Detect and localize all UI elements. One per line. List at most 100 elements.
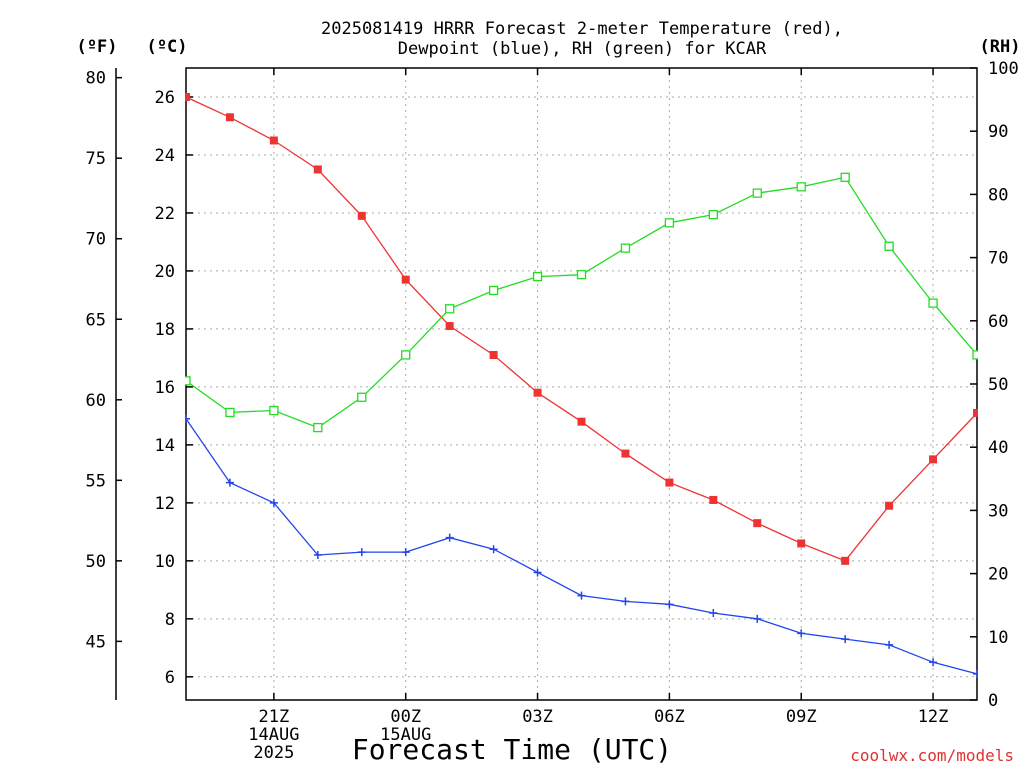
dewpoint-point	[621, 597, 630, 606]
grid-layer	[186, 68, 977, 700]
dewpoint-line	[185, 418, 978, 675]
fahrenheit-tick-label: 70	[86, 230, 106, 250]
dewpoint-point	[185, 414, 190, 423]
rh-point	[313, 422, 323, 433]
celsius-tick-label: 6	[165, 668, 175, 688]
rh-point	[401, 350, 411, 360]
rh-tick-label: 50	[988, 375, 1008, 395]
celsius-tick-label: 12	[155, 494, 175, 514]
x-tick-label: 2025	[253, 743, 294, 763]
x-tick-label: 15AUG	[380, 725, 431, 745]
series-layer	[185, 92, 978, 678]
fahrenheit-tick-label: 50	[86, 552, 106, 572]
rh-point	[185, 376, 191, 386]
fahrenheit-tick-label: 65	[86, 310, 106, 330]
rh-point	[884, 241, 894, 251]
rh-tick-label: 70	[988, 249, 1008, 269]
dewpoint-point	[577, 591, 586, 600]
rh-point	[796, 182, 806, 192]
rh-point	[357, 392, 367, 402]
celsius-unit-label: (ºC)	[147, 37, 188, 57]
rh-line	[185, 176, 978, 429]
dewpoint-point	[489, 545, 498, 554]
celsius-tick-label: 24	[155, 146, 175, 166]
chart-subtitle: Dewpoint (blue), RH (green) for KCAR	[398, 39, 767, 59]
fahrenheit-unit-label: (ºF)	[77, 37, 118, 57]
dewpoint-point	[313, 551, 322, 560]
celsius-tick-label: 22	[155, 204, 175, 224]
temperature-point	[269, 136, 278, 145]
rh-point	[576, 270, 587, 280]
dewpoint-point	[753, 614, 762, 623]
temperature-point	[797, 539, 806, 548]
x-tick-label: 09Z	[786, 707, 817, 727]
dewpoint-point	[533, 568, 542, 577]
celsius-tick-label: 18	[155, 320, 175, 340]
temperature-point	[929, 455, 938, 464]
rh-point	[664, 218, 675, 228]
rh-point	[708, 209, 718, 220]
temperature-point	[709, 495, 718, 504]
temperature-point	[225, 113, 234, 122]
dewpoint-point	[973, 669, 978, 678]
credit-label: coolwx.com/models	[850, 746, 1014, 765]
fahrenheit-tick-label: 45	[86, 632, 106, 652]
dewpoint-point	[401, 548, 410, 557]
rh-tick-label: 100	[988, 59, 1019, 79]
temperature-point	[313, 165, 322, 174]
rh-tick-label: 30	[988, 501, 1008, 521]
dewpoint-point	[709, 609, 718, 618]
temperature-point	[885, 501, 894, 510]
dewpoint-point	[841, 635, 850, 644]
chart-title: 2025081419 HRRR Forecast 2-meter Tempera…	[321, 19, 843, 39]
fahrenheit-tick-label: 60	[86, 391, 106, 411]
dewpoint-point	[269, 498, 278, 507]
rh-point	[972, 350, 978, 360]
rh-point	[225, 407, 235, 418]
fahrenheit-tick-label: 75	[86, 149, 106, 169]
rh-point	[445, 304, 455, 314]
rh-unit-label: (RH)	[980, 37, 1021, 57]
x-tick-label: 06Z	[654, 707, 685, 727]
x-tick-label: 21Z	[259, 707, 290, 727]
celsius-tick-label: 8	[165, 610, 175, 630]
rh-point	[532, 271, 543, 282]
temperature-point	[185, 92, 190, 101]
rh-point	[840, 172, 850, 182]
celsius-tick-label: 14	[155, 436, 175, 456]
fahrenheit-tick-label: 55	[86, 471, 106, 491]
rh-point	[928, 298, 938, 308]
temperature-point	[357, 211, 366, 220]
temperature-point	[577, 417, 586, 426]
x-tick-label: 14AUG	[248, 725, 299, 745]
temperature-point	[533, 388, 542, 397]
temperature-point	[489, 351, 498, 360]
rh-tick-label: 20	[988, 565, 1008, 585]
x-tick-label: 00Z	[390, 707, 421, 727]
temperature-point	[621, 449, 630, 458]
dewpoint-point	[445, 533, 454, 542]
rh-tick-label: 40	[988, 438, 1008, 458]
x-tick-label: 03Z	[522, 707, 553, 727]
plot-frame	[185, 67, 978, 701]
celsius-tick-label: 10	[155, 552, 175, 572]
celsius-tick-label: 16	[155, 378, 175, 398]
dewpoint-point	[665, 600, 674, 609]
temperature-point	[753, 519, 762, 528]
rh-point	[488, 285, 499, 296]
temperature-point	[973, 408, 978, 417]
dewpoint-point	[225, 478, 234, 487]
rh-tick-label: 80	[988, 185, 1008, 205]
temperature-point	[841, 556, 850, 565]
rh-tick-label: 90	[988, 122, 1008, 142]
dewpoint-point	[797, 629, 806, 638]
x-tick-label: 12Z	[918, 707, 949, 727]
temperature-point	[401, 275, 410, 284]
temperature-point	[445, 322, 454, 331]
rh-point	[752, 188, 762, 198]
celsius-tick-label: 20	[155, 262, 175, 282]
rh-tick-label: 10	[988, 628, 1008, 648]
fahrenheit-tick-label: 80	[86, 69, 106, 89]
